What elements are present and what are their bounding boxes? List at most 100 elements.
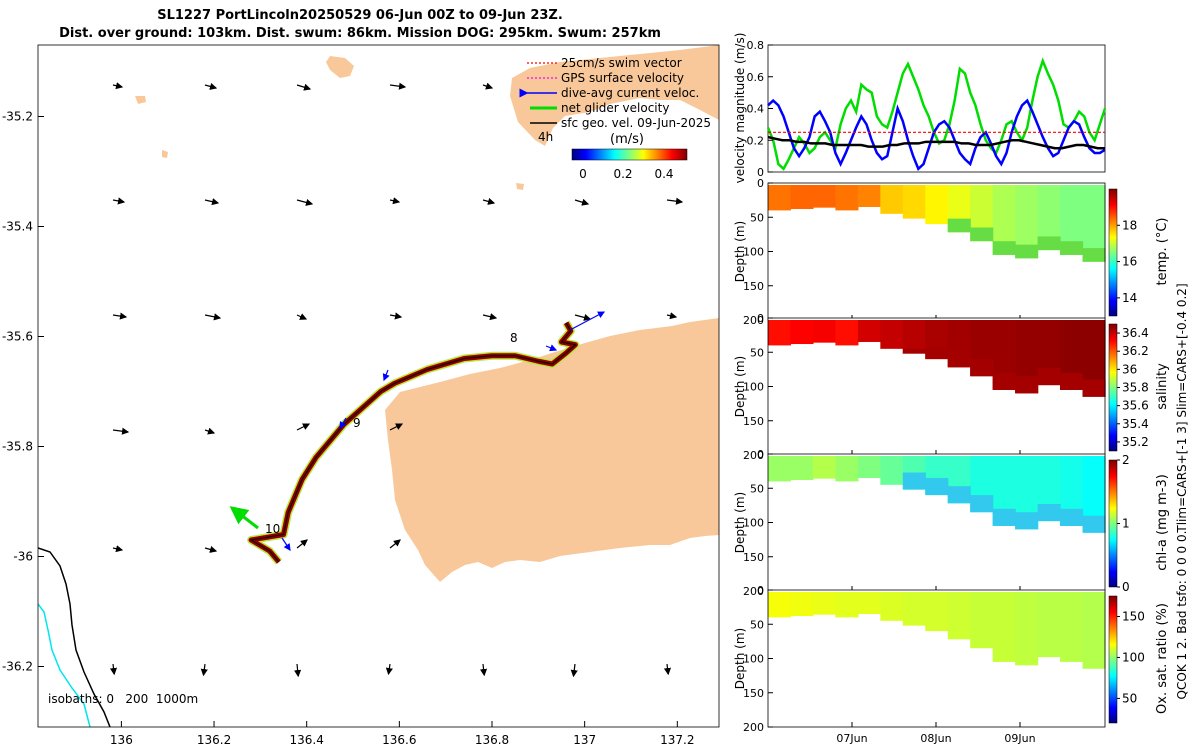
section-cell [790,320,814,345]
legend-label-sfc-geo: sfc geo. vel. 09-Jun-2025 [561,116,711,130]
sfc-geo-vector [385,663,393,676]
map-x-tick-label: 136 [110,733,133,747]
section-cell-deep [925,477,949,496]
section-cell [1015,320,1039,394]
sfc-geo-vector [666,197,684,205]
map-y-tick-label: -35.8 [2,440,33,454]
section-y-tick-label: 0 [757,312,764,325]
section-y-tick-label: 150 [743,415,764,428]
section-cell-deep [1060,372,1084,390]
section-salinity: 0 50 100 150 200 Depth (m) 35.2 35.4 35.6 35.8 36 3… [733,312,1170,462]
sfc-geo-vector [296,83,312,91]
sfc-geo-vector [109,663,118,676]
section-colorbar [1108,459,1118,588]
section-chlorophyll-a: 0 50 100 150 200 Depth (m) 0 1 2 chl-a (mg m-3) [733,448,1170,598]
section-ylabel: Depth (m) [733,492,747,553]
section-cell-deep [1060,241,1084,255]
section-cell-deep [1082,515,1106,533]
section-cell [857,456,881,478]
map-x-tick-label: 136.2 [197,733,231,747]
sfc-geo-vector [389,82,407,90]
section-cell [880,456,904,485]
section-cell [902,320,926,354]
map-y-tick-label: -36 [13,550,33,564]
section-y-tick-label: 50 [750,211,764,224]
section-clabel: salinity [1155,363,1170,410]
colorbar-tick: 0 [579,167,587,181]
sfc-geo-vector [112,197,126,205]
section-cell-deep [1037,504,1061,522]
section-cell-deep [970,359,994,377]
section-y-tick-label: 200 [743,585,764,598]
section-ylabel: Depth (m) [733,356,747,417]
colorbar-tick-label: 150 [1122,609,1145,623]
colorbar-tick-label: 100 [1122,650,1145,664]
section-colorbar [1108,188,1118,317]
section-cell [835,456,859,482]
colorbar-tick-label: 36.2 [1122,344,1149,358]
section-cell [1015,456,1039,530]
section-cell [925,592,949,632]
section-cell-deep [992,508,1016,526]
sfc-geo-vector [112,82,124,90]
section-cell [880,185,904,214]
section-cell [812,456,836,479]
velocity-y-tick-label: 0.2 [747,134,765,147]
section-y-tick-label: 200 [743,449,764,462]
legend-label-net-glider: net glider velocity [561,101,669,115]
map-axes: 136 136.2 136.4 136.6 136.8 137 137.2 -35.2 -35.… [2,110,695,748]
net-glider-vector [229,506,259,530]
section-cell-deep [947,350,971,368]
section-cell [1060,592,1084,662]
sfc-geo-vector [663,663,672,676]
colorbar-tick-label: 50 [1122,691,1137,705]
dive-avg-current-vector [339,417,347,430]
legend-label-swim: 25cm/s swim vector [561,56,682,70]
sfc-geo-vector [204,545,218,553]
section-cell [992,185,1016,255]
map-y-tick-label: -35.4 [2,220,33,234]
colorbar-tick-label: 35.4 [1122,417,1149,431]
dive-avg-current-vector [545,344,558,352]
colorbar-tick-label: 16 [1122,255,1137,269]
sfc-geo-vector [574,198,590,206]
sfc-geo-vector [666,312,678,320]
section-cell [902,592,926,626]
section-cell-deep [1015,244,1039,259]
section-cell-deep [1015,512,1039,530]
section-y-tick-label: 100 [743,381,764,394]
section-x-tick-label: 08Jun [920,732,951,745]
plot-title-line-1: SL1227 PortLincoln20250529 06-Jun 00Z to… [157,8,563,23]
speed-colorbar [571,148,688,161]
section-y-tick-label: 150 [743,687,764,700]
section-y-tick-label: 100 [743,517,764,530]
plot-title-line-2: Dist. over ground: 103km. Dist. swum: 86… [59,26,661,41]
section-cell-deep [925,348,949,360]
island-small-4 [516,183,524,190]
section-cell [1015,592,1039,666]
legend-label-dive-avg: dive-avg current veloc. [561,86,699,100]
day-label: 10 [265,522,280,536]
colorbar-tick: 0.4 [654,167,673,181]
section-y-tick-label: 100 [743,653,764,666]
velocity-y-tick-label: 0.6 [747,71,765,84]
section-cell [1060,320,1084,390]
section-y-tick-label: 100 [743,246,764,259]
section-cell-deep [1037,368,1061,386]
qc-note: QCOK 1 2. Bad tsfo: 0 0 0 0. [1175,531,1189,700]
section-y-tick-label: 0 [757,448,764,461]
colorbar-tick: 0.2 [613,167,632,181]
track-centerline [249,322,577,563]
sfc-geo-vector [294,663,302,678]
section-cell [902,185,926,219]
sfc-geo-vector [389,312,403,320]
section-colorbar [1108,323,1118,452]
colorbar-unit-label: (m/s) [610,132,644,147]
sfc-geo-vector [204,198,220,206]
colorbar-tick-label: 35.6 [1122,399,1149,413]
isobath-200m [38,547,111,727]
section-y-tick-label: 50 [750,346,764,359]
